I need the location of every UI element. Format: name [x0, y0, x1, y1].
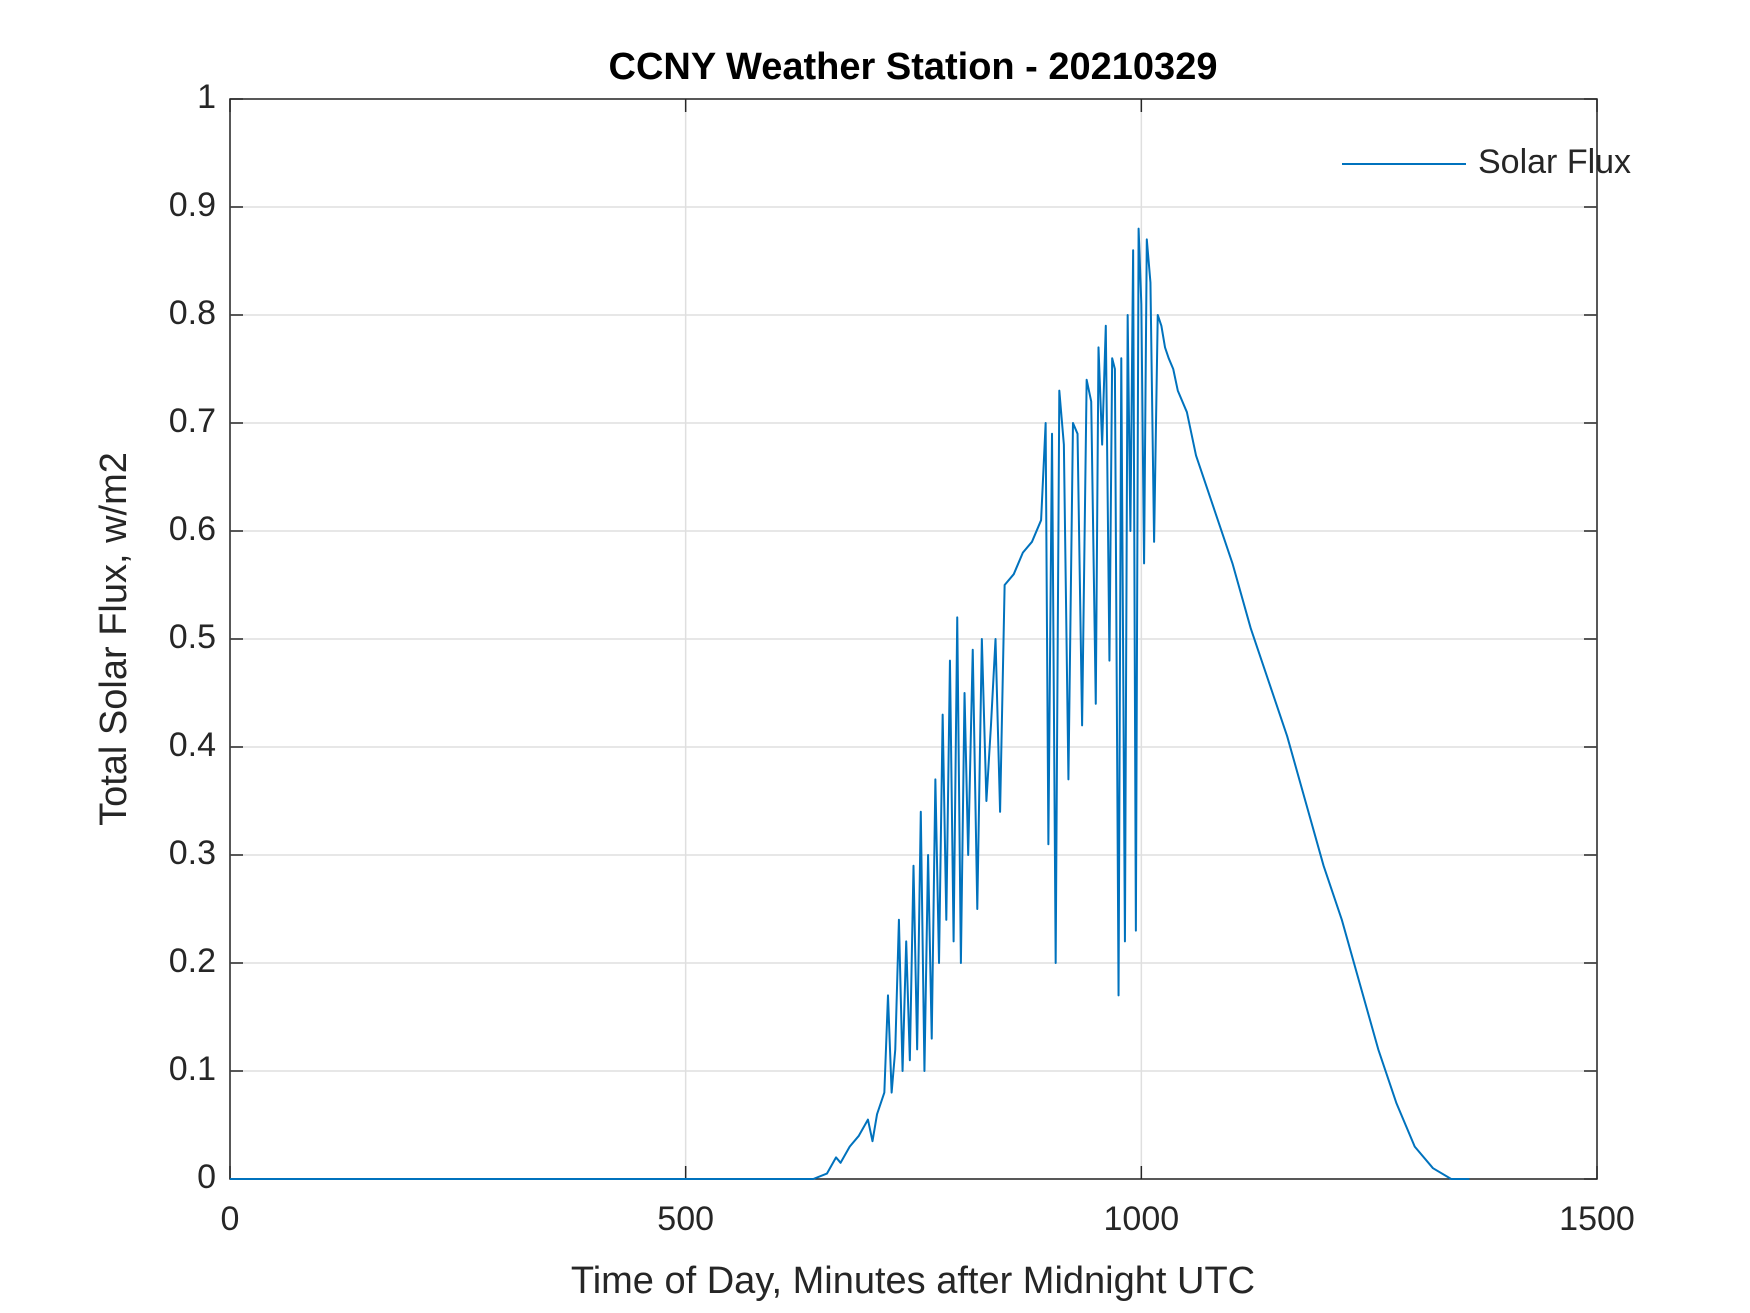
y-tick-label: 0.5 — [169, 618, 216, 656]
legend-label: Solar Flux — [1478, 143, 1631, 181]
plot-frame — [229, 98, 1598, 1180]
y-tick-label: 0.6 — [169, 510, 216, 548]
x-axis-label: Time of Day, Minutes after Midnight UTC — [571, 1260, 1255, 1302]
y-tick-label: 0.7 — [169, 402, 216, 440]
y-tick-label: 0 — [197, 1158, 216, 1196]
y-tick-label: 0.2 — [169, 942, 216, 980]
x-tick-label: 1000 — [1104, 1200, 1180, 1238]
y-axis-label: Total Solar Flux, w/m2 — [93, 452, 135, 826]
y-tick-label: 0.1 — [169, 1050, 216, 1088]
y-tick-label: 0.4 — [169, 726, 216, 764]
y-tick-label: 1 — [197, 78, 216, 116]
y-tick-label: 0.8 — [169, 294, 216, 332]
data-line — [230, 227, 1470, 1180]
chart-title: CCNY Weather Station - 20210329 — [609, 46, 1218, 88]
y-tick-label: 0.9 — [169, 186, 216, 224]
x-tick-label: 1500 — [1559, 1200, 1635, 1238]
y-tick-label: 0.3 — [169, 834, 216, 872]
x-tick-label: 500 — [657, 1200, 714, 1238]
x-tick-label: 0 — [221, 1200, 240, 1238]
